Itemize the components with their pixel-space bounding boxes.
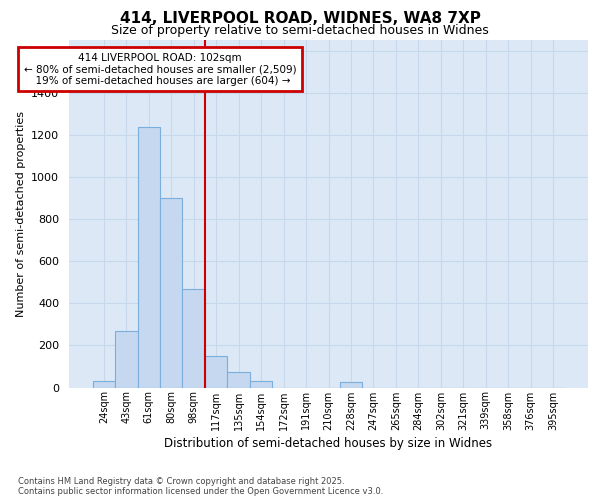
Y-axis label: Number of semi-detached properties: Number of semi-detached properties — [16, 111, 26, 317]
Bar — [205, 356, 227, 388]
Bar — [115, 330, 137, 388]
Text: Contains HM Land Registry data © Crown copyright and database right 2025.
Contai: Contains HM Land Registry data © Crown c… — [18, 476, 383, 496]
Bar — [182, 288, 205, 388]
Bar — [92, 381, 115, 388]
Bar — [227, 372, 250, 388]
Bar — [340, 382, 362, 388]
Bar — [137, 128, 160, 388]
Bar — [250, 381, 272, 388]
Text: 414, LIVERPOOL ROAD, WIDNES, WA8 7XP: 414, LIVERPOOL ROAD, WIDNES, WA8 7XP — [119, 11, 481, 26]
X-axis label: Distribution of semi-detached houses by size in Widnes: Distribution of semi-detached houses by … — [164, 436, 493, 450]
Text: Size of property relative to semi-detached houses in Widnes: Size of property relative to semi-detach… — [111, 24, 489, 37]
Bar — [160, 198, 182, 388]
Text: 414 LIVERPOOL ROAD: 102sqm
← 80% of semi-detached houses are smaller (2,509)
  1: 414 LIVERPOOL ROAD: 102sqm ← 80% of semi… — [23, 52, 296, 86]
